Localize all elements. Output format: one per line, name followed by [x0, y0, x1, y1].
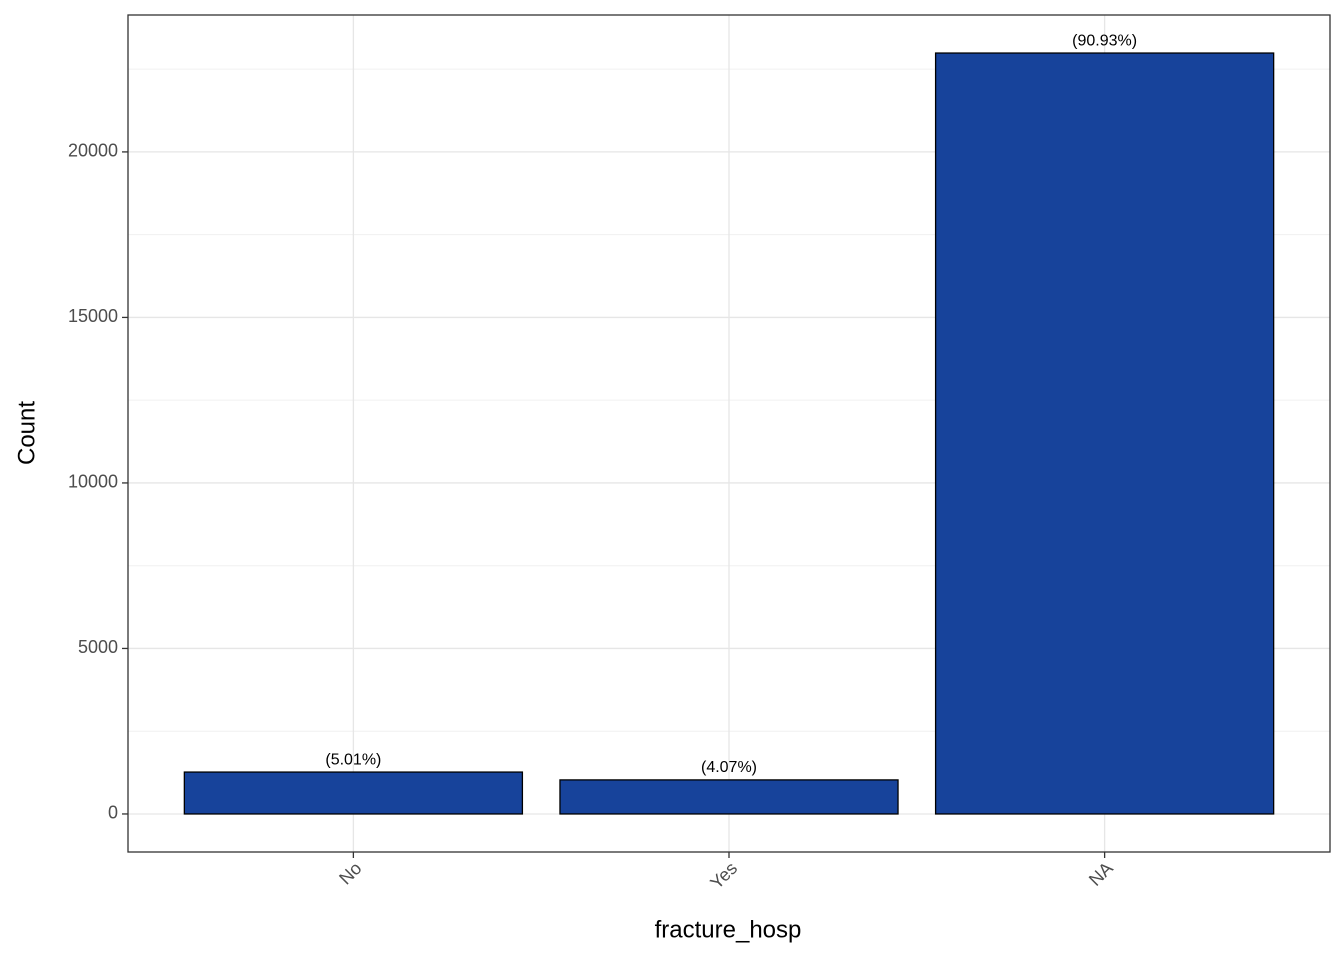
bar-annotation: (4.07%): [701, 759, 757, 776]
y-tick-label: 10000: [68, 472, 118, 492]
bar-annotation: (90.93%): [1072, 32, 1137, 49]
bar: [934, 52, 1275, 815]
x-axis-title: fracture_hosp: [655, 916, 802, 943]
marks: (5.01%) (4.07%) (90.93%): [183, 32, 1275, 815]
y-tick-label: 15000: [68, 306, 118, 326]
bar: [183, 771, 524, 815]
bar: [559, 779, 899, 815]
y-tick-label: 20000: [68, 141, 118, 161]
bar-annotation: (5.01%): [325, 751, 381, 768]
y-axis-title: Count: [13, 401, 40, 465]
y-tick-label: 0: [108, 803, 118, 823]
x-tick-label: NA: [1085, 858, 1117, 890]
x-tick-label: No: [335, 858, 365, 888]
y-tick-label: 5000: [78, 637, 118, 657]
x-tick-label: Yes: [706, 858, 741, 893]
